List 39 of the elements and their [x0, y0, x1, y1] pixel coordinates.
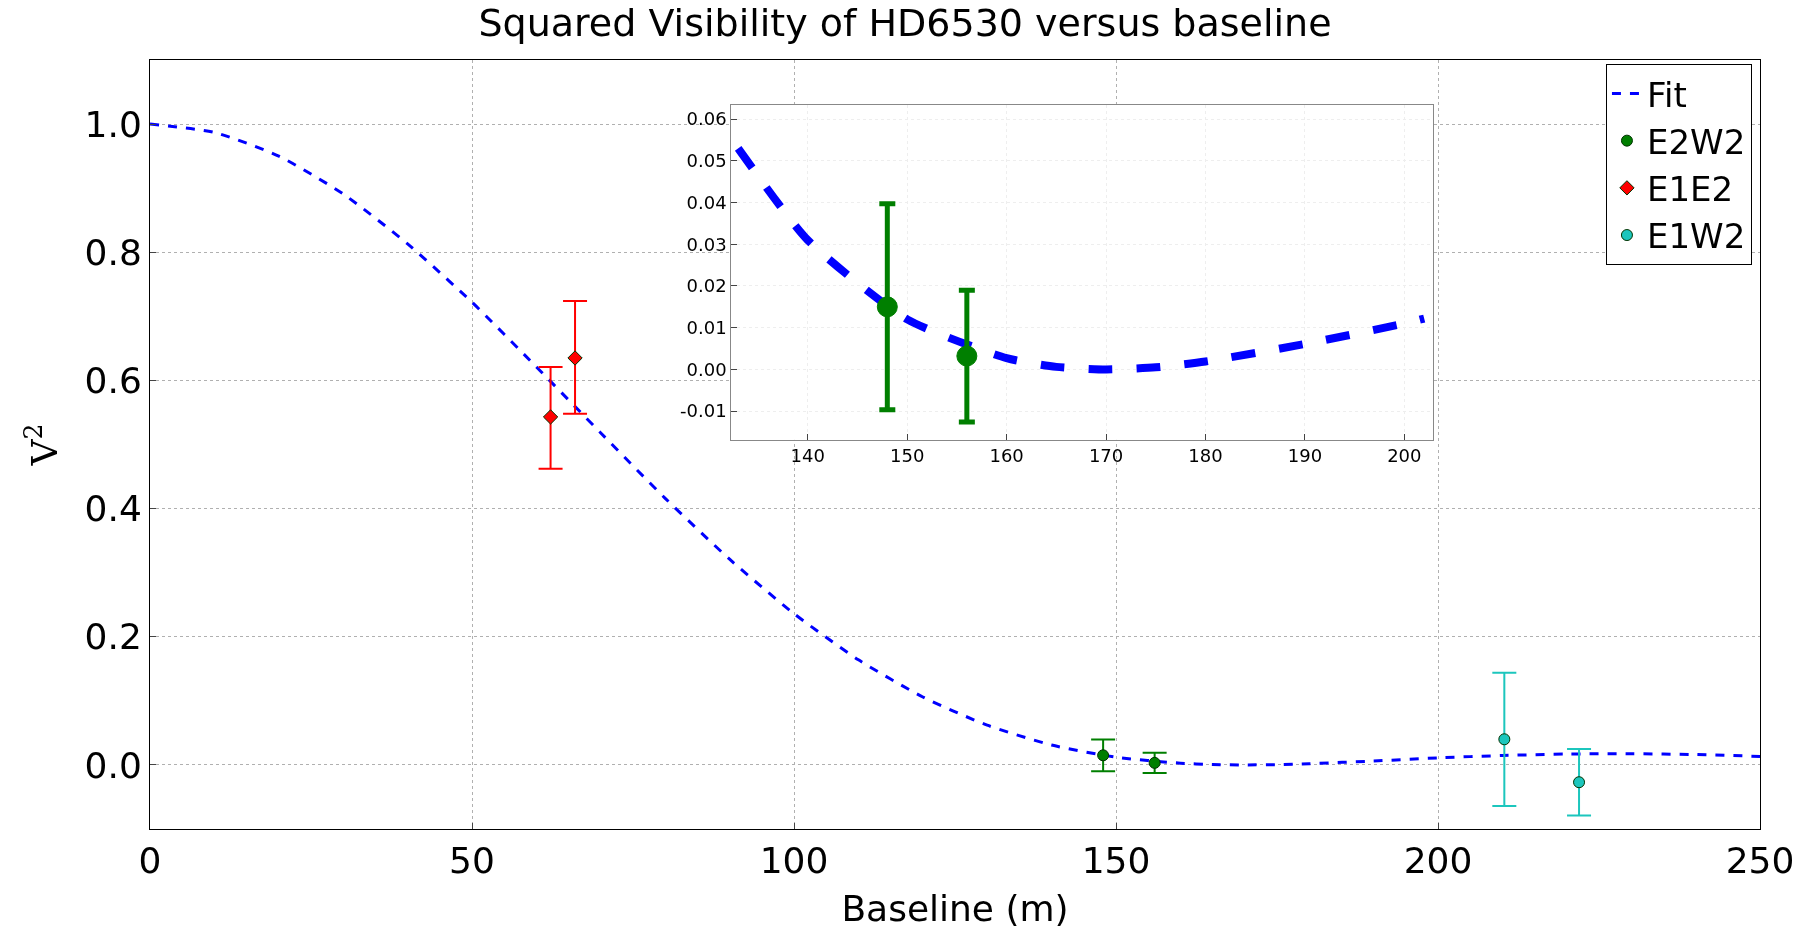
x-tick-label: 100 [759, 840, 829, 882]
point [1097, 749, 1110, 762]
y-tick-label: 0.2 [84, 616, 142, 658]
y-tick-label: 0.02 [686, 275, 727, 297]
y-tick-label: 0.0 [84, 744, 142, 786]
x-tick-label: 180 [1188, 445, 1223, 467]
x-axis-title: Baseline (m) [841, 887, 1069, 929]
x-tick-label: 200 [1387, 445, 1422, 467]
y-tick-label: 0.01 [686, 316, 727, 338]
x-tick-label: 190 [1287, 445, 1323, 467]
legend-label: E1E2 [1646, 169, 1734, 210]
y-tick-label: 0.06 [686, 108, 727, 130]
chart-title: Squared Visibility of HD6530 versus baseline [478, 0, 1332, 45]
x-tick-label: 140 [790, 445, 825, 467]
x-tick-label: 150 [890, 445, 925, 467]
y-tick-label: 0.03 [686, 233, 727, 255]
x-tick-label: 150 [1081, 840, 1151, 882]
x-tick-label: 250 [1725, 840, 1795, 882]
y-tick-label: 0.8 [84, 231, 142, 273]
point [1498, 733, 1511, 746]
x-tick-label: 50 [449, 840, 495, 882]
point [1148, 756, 1161, 769]
y-tick-label: -0.01 [680, 400, 727, 422]
legend-label: E2W2 [1646, 121, 1746, 162]
y-tick-label: 0.6 [84, 360, 142, 402]
legend-label: Fit [1646, 74, 1687, 115]
y-tick-label: 0.05 [686, 150, 727, 172]
legend-label: E1W2 [1646, 216, 1746, 257]
x-tick-label: 170 [1088, 445, 1124, 467]
point [542, 409, 559, 425]
y-tick-label: 0.00 [686, 358, 727, 380]
x-tick-label: 200 [1403, 840, 1473, 882]
y-tick-label: 0.04 [686, 191, 727, 213]
y-tick-label: 1.0 [84, 103, 142, 145]
point [567, 350, 583, 366]
point [1573, 776, 1586, 789]
x-tick-label: 160 [989, 445, 1024, 467]
x-tick-label: 0 [138, 840, 162, 882]
y-tick-label: 0.4 [84, 488, 142, 530]
